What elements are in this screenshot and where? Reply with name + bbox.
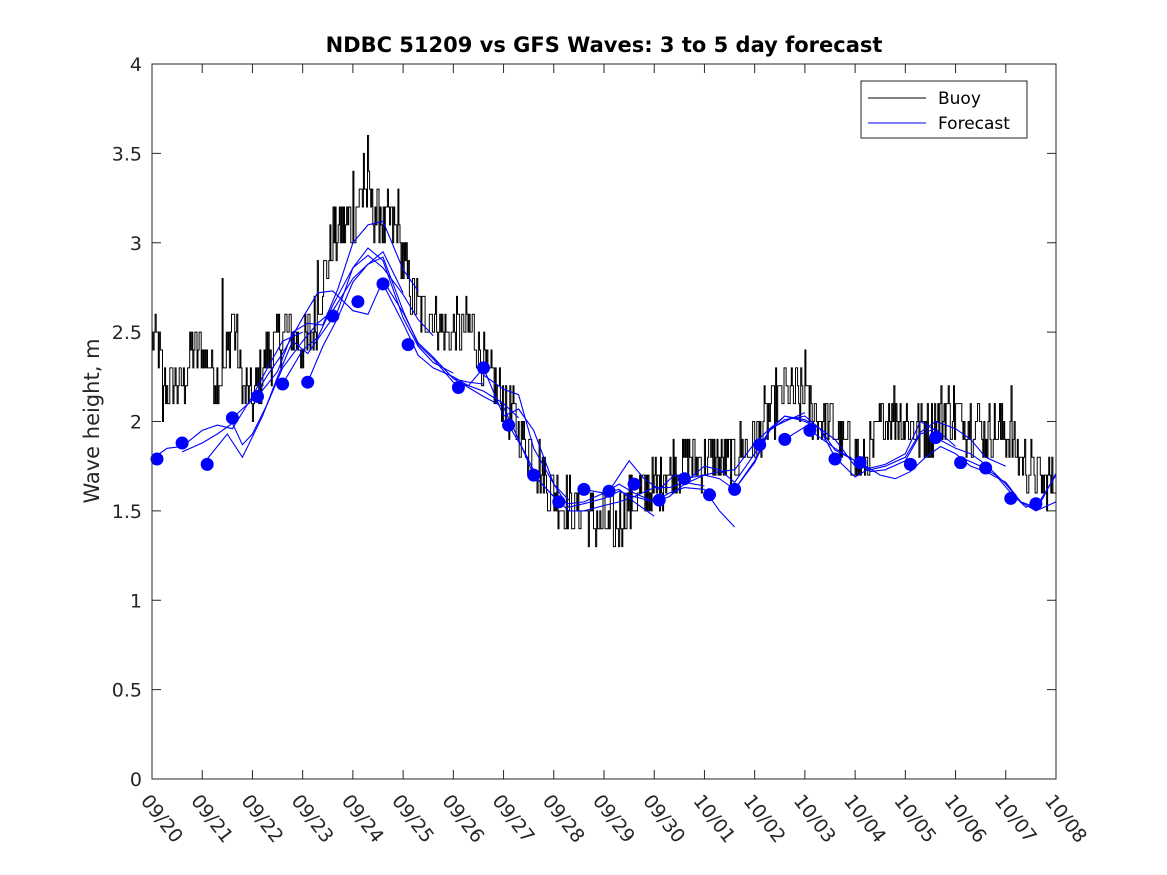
y-tick-label: 0.5: [112, 680, 142, 702]
y-tick-label: 1: [130, 590, 142, 612]
forecast-marker: [753, 438, 767, 452]
legend-box: [860, 80, 1028, 139]
y-tick-label: 0: [130, 769, 142, 791]
y-tick-label: 2: [130, 412, 142, 434]
forecast-marker: [451, 381, 465, 394]
forecast-marker: [251, 390, 264, 403]
forecast-marker: [929, 431, 942, 445]
forecast-marker: [527, 468, 541, 482]
forecast-line-12: [608, 415, 856, 492]
forecast-marker: [778, 432, 792, 446]
forecast-series: [151, 220, 1057, 528]
forecast-line-15: [784, 420, 1007, 471]
forecast-marker: [803, 423, 817, 437]
y-tick-label: 1.5: [112, 501, 142, 523]
axis-ticks: [151, 63, 1057, 780]
forecast-marker: [477, 361, 490, 375]
forecast-line-14: [734, 415, 956, 490]
forecast-marker: [1029, 497, 1043, 511]
buoy-line: [152, 135, 1056, 548]
forecast-marker: [853, 456, 867, 470]
forecast-marker: [502, 418, 516, 432]
forecast-marker: [225, 411, 239, 425]
forecast-marker: [602, 484, 616, 498]
forecast-line-10: [508, 424, 736, 528]
forecast-marker: [351, 295, 365, 309]
legend: Buoy Forecast: [860, 80, 1028, 139]
y-tick-label: 2.5: [112, 322, 142, 344]
forecast-marker: [401, 338, 415, 352]
forecast-marker: [728, 482, 742, 496]
y-tick-label: 3.5: [112, 143, 142, 165]
legend-buoy-label: Buoy: [938, 89, 981, 109]
legend-forecast-label: Forecast: [938, 114, 1010, 134]
forecast-marker: [577, 482, 591, 496]
forecast-marker: [150, 452, 164, 466]
forecast-marker: [954, 456, 968, 470]
forecast-marker: [175, 436, 189, 450]
chart-title: NDBC 51209 vs GFS Waves: 3 to 5 day fore…: [326, 33, 883, 57]
forecast-markers: [150, 277, 1043, 511]
forecast-marker: [276, 377, 290, 391]
forecast-marker: [703, 488, 716, 502]
y-tick-label: 3: [130, 233, 142, 255]
forecast-marker: [301, 375, 315, 389]
forecast-line-9: [483, 374, 705, 508]
forecast-marker: [652, 493, 666, 507]
forecast-marker: [1004, 491, 1018, 505]
forecast-marker: [828, 452, 842, 466]
buoy-series: [152, 135, 1056, 548]
forecast-marker: [200, 457, 214, 471]
forecast-marker: [376, 277, 390, 291]
forecast-line-5: [282, 254, 434, 385]
y-tick-labels: 0 0.5 1 1.5 2 2.5 3 3.5 4: [112, 54, 142, 791]
forecast-marker: [677, 472, 691, 486]
forecast-line-7: [382, 283, 570, 501]
forecast-line-4: [257, 220, 419, 397]
forecast-line-11: [583, 412, 806, 503]
forecast-line-0: [151, 331, 303, 460]
forecast-marker: [979, 461, 993, 475]
forecast-marker: [326, 309, 340, 323]
y-tick-label: 4: [130, 54, 142, 76]
forecast-line-6: [307, 256, 519, 419]
forecast-marker: [627, 477, 641, 491]
forecast-marker: [552, 495, 566, 509]
forecast-line-1: [181, 250, 404, 453]
y-axis-label: Wave height, m: [80, 338, 104, 503]
forecast-marker: [903, 457, 917, 471]
